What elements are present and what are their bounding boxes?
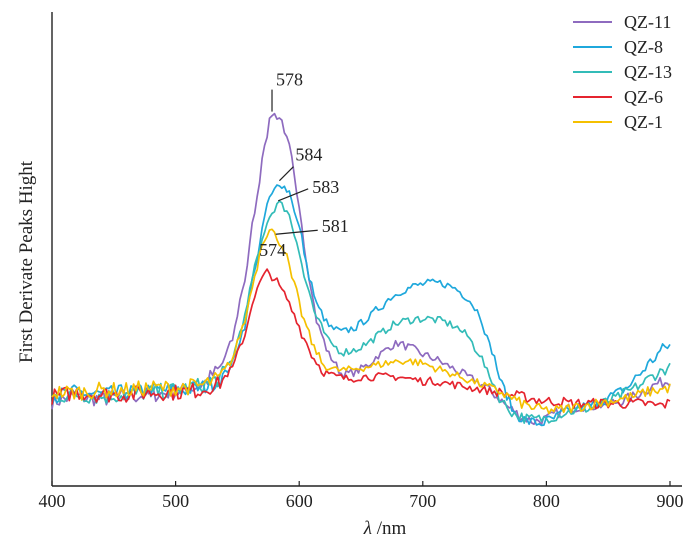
legend-label: QZ-6 — [624, 87, 663, 107]
series-lines — [51, 112, 671, 427]
legend-label: QZ-8 — [624, 37, 663, 57]
peak-label: 574 — [259, 240, 286, 260]
peak-label: 584 — [295, 145, 322, 165]
peak-annotations: 578 584 583 581 574 — [259, 70, 349, 260]
x-tick-label: 400 — [39, 491, 66, 511]
x-axis-title: λ /nm — [363, 518, 407, 539]
x-axis-title-unit: /nm — [372, 518, 407, 539]
axes — [51, 12, 682, 487]
x-tick-label: 500 — [162, 491, 189, 511]
peak-leader-line — [277, 188, 309, 202]
series-line-qz-1 — [51, 228, 671, 415]
peak-label: 583 — [312, 177, 339, 197]
x-tick-label: 700 — [409, 491, 436, 511]
series-line-qz-11 — [51, 112, 671, 426]
x-axis-title-symbol: λ — [363, 518, 372, 539]
legend-label: QZ-11 — [624, 12, 671, 32]
x-tick-label: 900 — [657, 491, 684, 511]
peak-label: 581 — [322, 216, 349, 236]
x-tick-label: 600 — [286, 491, 313, 511]
peak-leader-line — [278, 166, 294, 182]
peak-leader-line — [275, 229, 318, 235]
x-ticks: 400 500 600 700 800 900 — [39, 481, 684, 511]
x-tick-label: 800 — [533, 491, 560, 511]
y-axis-title: First Derivate Peaks Hight — [16, 160, 37, 363]
series-line-qz-13 — [51, 200, 671, 424]
legend-label: QZ-13 — [624, 62, 672, 82]
legend-label: QZ-1 — [624, 112, 663, 132]
peak-label: 578 — [276, 70, 303, 90]
series-line-qz-6 — [51, 268, 671, 410]
legend: QZ-11 QZ-8 QZ-13 QZ-6 QZ-1 — [573, 12, 672, 132]
